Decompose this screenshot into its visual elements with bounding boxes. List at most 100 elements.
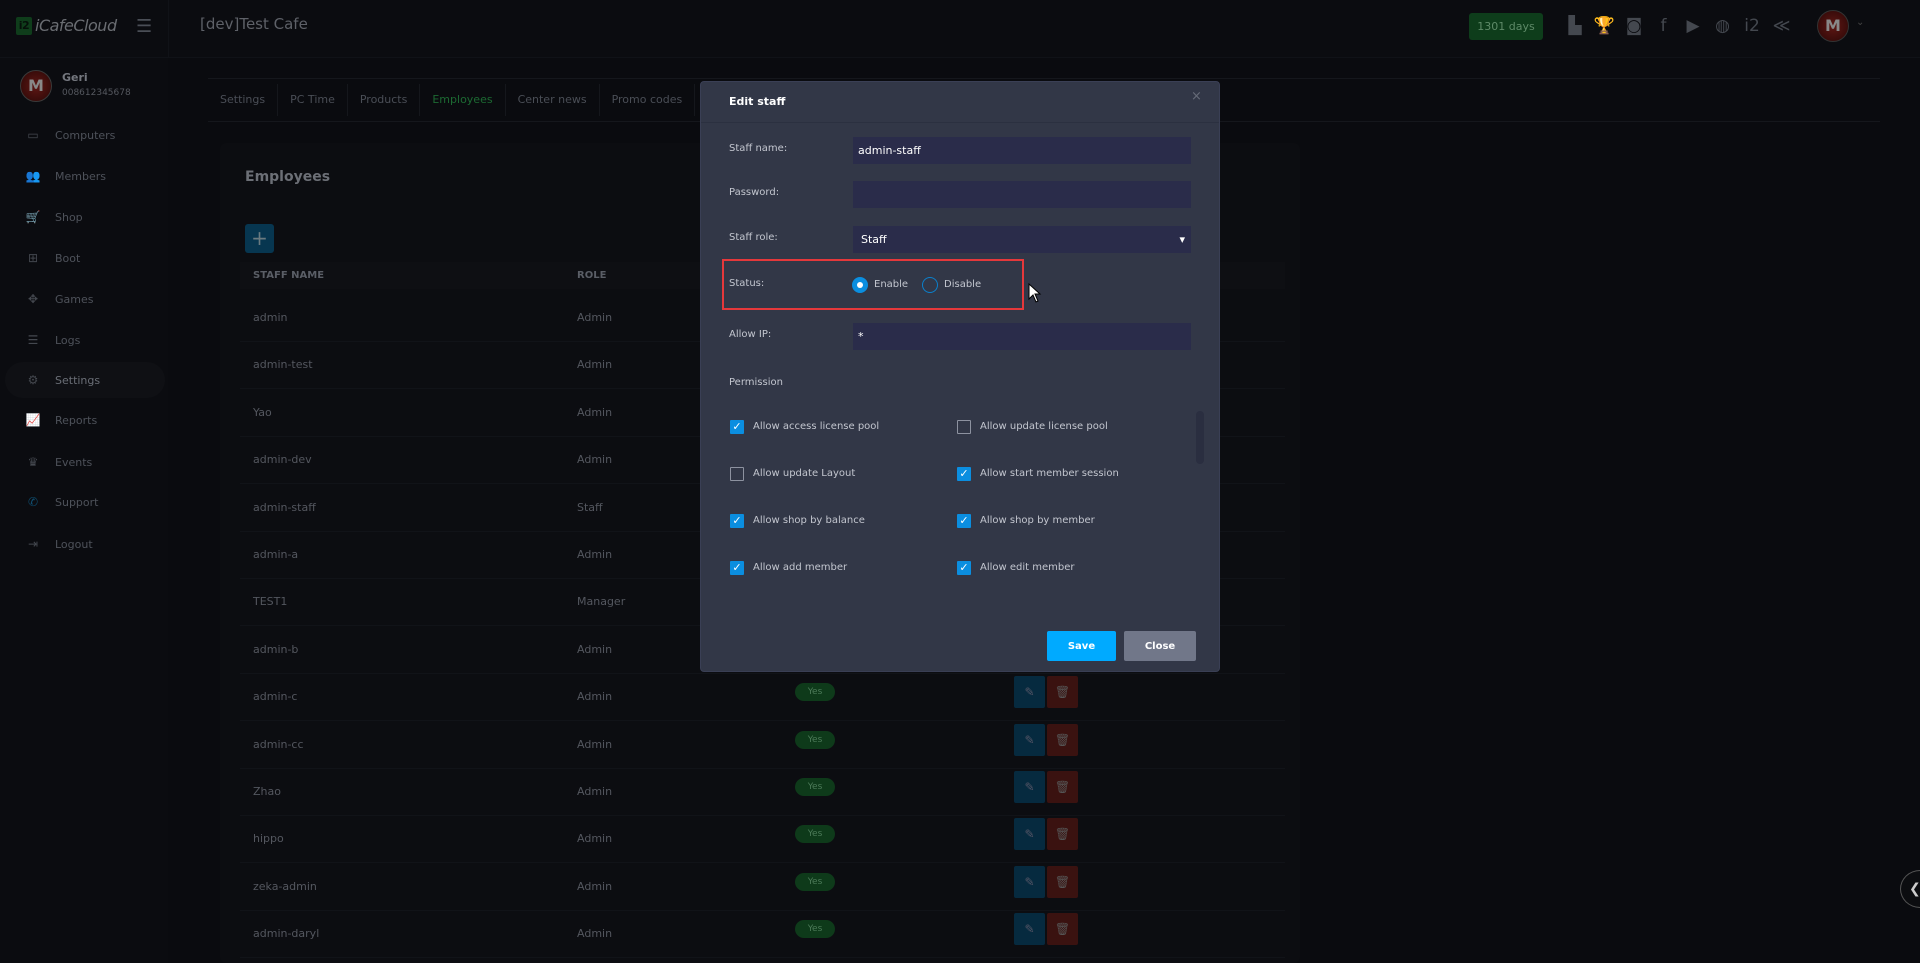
sidebar-item-boot[interactable]: ⊞ Boot: [5, 240, 165, 276]
save-button[interactable]: Save: [1047, 631, 1116, 661]
edit-button[interactable]: ✎: [1014, 676, 1045, 709]
close-icon[interactable]: ×: [1191, 89, 1202, 104]
tab-pc-time[interactable]: PC Time: [278, 84, 348, 116]
staff-name-cell: admin-a: [253, 548, 299, 561]
status-badge: Yes: [795, 920, 835, 939]
sidebar-item-shop[interactable]: 🛒 Shop: [5, 199, 165, 235]
collapse-panel-button[interactable]: ❮: [1900, 870, 1920, 908]
permission-label-allow-edit-member[interactable]: Allow edit member: [980, 562, 1075, 573]
role-cell: Admin: [577, 690, 613, 704]
add-staff-button[interactable]: +: [245, 224, 274, 253]
windows-icon: ⊞: [27, 251, 39, 265]
permission-label-allow-update-license-pool[interactable]: Allow update license pool: [980, 421, 1108, 432]
delete-button[interactable]: 🗑: [1047, 676, 1078, 709]
edit-button[interactable]: ✎: [1014, 913, 1045, 946]
brand-icon[interactable]: ≪: [1772, 16, 1791, 36]
delete-button[interactable]: 🗑: [1047, 913, 1078, 946]
checkbox-allow-shop-by-member[interactable]: ✓: [957, 514, 971, 528]
role-cell: Admin: [577, 311, 613, 324]
status-disable-label[interactable]: Disable: [944, 279, 982, 290]
sidebar-item-reports[interactable]: 📈 Reports: [5, 402, 165, 438]
tab-employees[interactable]: Employees: [420, 84, 506, 116]
checkbox-allow-access-license-pool[interactable]: ✓: [730, 420, 744, 434]
permission-label-allow-shop-by-balance[interactable]: Allow shop by balance: [753, 515, 865, 526]
delete-button[interactable]: 🗑: [1047, 723, 1078, 756]
staff-name-cell: admin-c: [253, 690, 298, 704]
trophy-icon[interactable]: 🏆: [1593, 16, 1616, 36]
logo[interactable]: i2 iCafeCloud: [16, 16, 117, 35]
edit-button[interactable]: ✎: [1014, 771, 1045, 803]
facebook-icon[interactable]: f: [1660, 16, 1667, 36]
delete-button[interactable]: 🗑: [1047, 865, 1078, 898]
dialog-header: Edit staff ×: [701, 82, 1219, 123]
sidebar-item-members[interactable]: 👥 Members: [5, 158, 165, 194]
permissions-scrollbar[interactable]: [1196, 411, 1204, 464]
members-icon: 👥: [25, 169, 41, 183]
checkbox-allow-shop-by-balance[interactable]: ✓: [730, 514, 744, 528]
delete-button[interactable]: 🗑: [1047, 771, 1078, 803]
permission-label-allow-start-member-session[interactable]: Allow start member session: [980, 468, 1119, 479]
column-header-staff-name: STAFF NAME: [253, 270, 325, 281]
ranking-icon[interactable]: ▙: [1568, 16, 1582, 36]
staff-name-input[interactable]: [853, 137, 1191, 164]
tab-products[interactable]: Products: [348, 84, 421, 116]
password-input[interactable]: [853, 181, 1191, 208]
edit-button[interactable]: ✎: [1014, 723, 1045, 756]
sidebar-item-support[interactable]: ✆ Support: [5, 484, 165, 520]
checkbox-allow-edit-member[interactable]: ✓: [957, 561, 971, 575]
globe-icon[interactable]: ◍: [1715, 16, 1730, 36]
allow-ip-input[interactable]: [853, 323, 1191, 350]
staff-name-cell: Zhao: [253, 785, 281, 798]
role-cell: Admin: [577, 927, 613, 941]
sidebar-item-logs[interactable]: ☰ Logs: [5, 322, 165, 358]
sidebar-item-label: Logs: [55, 333, 81, 347]
chevron-down-icon[interactable]: ⌄: [1856, 17, 1865, 28]
permission-label-allow-access-license-pool[interactable]: Allow access license pool: [753, 421, 880, 432]
edit-button[interactable]: ✎: [1014, 865, 1045, 898]
permission-label-allow-update-layout[interactable]: Allow update Layout: [753, 468, 856, 479]
pencil-icon: ✎: [1024, 922, 1035, 937]
sidebar-item-label: Reports: [55, 413, 98, 427]
staff-name-cell: admin-daryl: [253, 927, 320, 941]
edit-button[interactable]: ✎: [1014, 818, 1045, 851]
phone-icon: ✆: [27, 495, 39, 509]
page-title: Employees: [245, 169, 331, 185]
mouse-cursor-icon: [1028, 283, 1042, 303]
checkbox-allow-update-license-pool[interactable]: [957, 420, 971, 434]
delete-button[interactable]: 🗑: [1047, 818, 1078, 851]
checkbox-allow-add-member[interactable]: ✓: [730, 561, 744, 575]
youtube-icon[interactable]: ▶: [1686, 16, 1700, 36]
status-enable-label[interactable]: Enable: [874, 279, 909, 290]
sidebar-item-label: Boot: [55, 251, 81, 265]
license-days-badge[interactable]: 1301 days: [1469, 13, 1543, 40]
hamburger-menu-icon[interactable]: ☰: [136, 16, 153, 37]
top-bar: [0, 0, 1920, 58]
permission-label-allow-add-member[interactable]: Allow add member: [753, 562, 848, 573]
checkbox-allow-update-layout[interactable]: [730, 467, 744, 481]
user-avatar-menu[interactable]: M: [1817, 10, 1849, 42]
status-enable-radio[interactable]: [852, 277, 868, 293]
staff-name-cell: zeka-admin: [253, 879, 317, 893]
icafe-icon[interactable]: i2: [1744, 16, 1760, 36]
sidebar-item-label: Settings: [55, 373, 101, 387]
avatar: M: [20, 70, 52, 102]
staff-role-select[interactable]: Staff ▾: [853, 226, 1191, 253]
discord-icon[interactable]: ◙: [1625, 16, 1643, 36]
status-badge: Yes: [795, 683, 835, 702]
tab-center-news[interactable]: Center news: [506, 84, 600, 116]
sidebar-item-games[interactable]: ✥ Games: [5, 281, 165, 317]
sidebar-item-settings[interactable]: ⚙ Settings: [5, 362, 165, 398]
sidebar-item-events[interactable]: ♛ Events: [5, 444, 165, 480]
tab-settings[interactable]: Settings: [208, 84, 279, 116]
sidebar-item-logout[interactable]: ⇥ Logout: [5, 526, 165, 562]
staff-name-cell: hippo: [253, 832, 284, 846]
sidebar-item-computers[interactable]: ▭ Computers: [5, 117, 165, 153]
close-button[interactable]: Close: [1124, 631, 1196, 661]
permission-label-allow-shop-by-member[interactable]: Allow shop by member: [980, 515, 1095, 526]
staff-name-label: Staff name:: [729, 143, 788, 154]
tab-promo-codes[interactable]: Promo codes: [600, 84, 696, 116]
checkbox-allow-start-member-session[interactable]: ✓: [957, 467, 971, 481]
role-cell: Admin: [577, 785, 613, 798]
role-cell: Staff: [577, 500, 603, 514]
status-disable-radio[interactable]: [922, 277, 938, 293]
